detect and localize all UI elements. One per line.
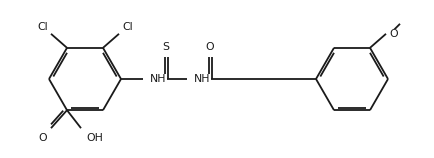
Text: Cl: Cl [122,22,133,32]
Text: NH: NH [150,74,167,84]
Text: O: O [389,29,398,39]
Text: OH: OH [86,133,103,143]
Text: S: S [162,42,170,52]
Text: NH: NH [194,74,210,84]
Text: O: O [38,133,47,143]
Text: O: O [206,42,214,52]
Text: Cl: Cl [37,22,48,32]
